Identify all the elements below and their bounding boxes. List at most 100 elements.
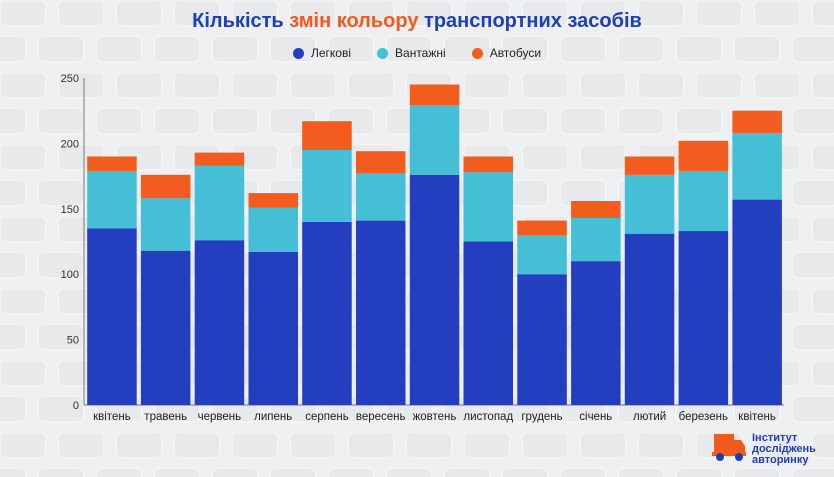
bg-seat (37, 35, 85, 63)
bg-seat (695, 71, 743, 99)
bg-seat (579, 71, 627, 99)
bg-seat (753, 71, 801, 99)
bg-seat (521, 431, 569, 459)
bar-segment-trucks (140, 198, 191, 251)
bg-seat (347, 0, 395, 27)
bg-seat (791, 107, 834, 135)
bg-seat (0, 215, 47, 243)
bg-seat (269, 35, 317, 63)
x-tick-label: лютий (633, 411, 666, 423)
bg-seat (617, 467, 665, 477)
bg-seat (405, 431, 453, 459)
bg-seat (173, 0, 221, 27)
bg-seat (289, 71, 337, 99)
bg-seat (811, 359, 834, 387)
bar-segment-trucks (624, 174, 675, 234)
bar-segment-passenger (194, 240, 245, 405)
bg-seat (791, 467, 834, 477)
bar-segment-passenger (517, 274, 567, 405)
bg-seat (733, 467, 781, 477)
bg-seat (37, 395, 85, 423)
bg-seat (153, 35, 201, 63)
bg-seat (153, 107, 201, 135)
bg-seat (95, 467, 143, 477)
x-tick-label: серпень (305, 411, 349, 423)
logo-line-3: авторинку (752, 454, 809, 466)
legend-label-passenger: Легкові (310, 46, 352, 60)
bar-segment-trucks (302, 149, 352, 222)
bg-seat (579, 0, 627, 27)
bg-seat (811, 215, 834, 243)
bg-seat (289, 431, 337, 459)
x-tick-label: березень (679, 411, 728, 423)
bar-segment-buses (356, 151, 406, 174)
legend-label-buses: Автобуси (489, 46, 542, 60)
bg-seat (405, 0, 453, 27)
bar-segment-buses (140, 174, 191, 199)
title-part-2: транспортних засобів (418, 10, 642, 32)
bar-segment-buses (194, 152, 245, 166)
bg-seat (811, 287, 834, 315)
bar-segment-trucks (356, 173, 406, 221)
bar-segment-passenger (409, 174, 460, 405)
bar-segment-buses (624, 156, 675, 175)
chart-title: Кількість змін кольору транспортних засо… (0, 10, 834, 33)
y-tick-label: 250 (61, 73, 79, 85)
bar-segment-buses (87, 156, 137, 171)
bar-segment-trucks (571, 218, 621, 262)
bg-seat (0, 0, 47, 27)
bg-seat (675, 107, 723, 135)
bg-seat (443, 467, 491, 477)
x-tick-label: вересень (356, 411, 406, 423)
bg-seat (695, 0, 743, 27)
y-tick-label: 50 (67, 335, 79, 347)
bg-seat (579, 431, 627, 459)
bg-seat (559, 35, 607, 63)
bg-seat (57, 431, 105, 459)
bg-seat (637, 431, 685, 459)
bg-seat (463, 0, 511, 27)
bg-seat (811, 143, 834, 171)
logo-line-1: Інститут (752, 432, 798, 444)
bg-seat (791, 395, 834, 423)
bar-segment-passenger (302, 221, 352, 405)
bg-seat (463, 71, 511, 99)
x-tick-label: квітень (93, 411, 131, 423)
legend-dot-trucks (377, 47, 389, 59)
bg-seat (559, 107, 607, 135)
bg-seat (95, 35, 143, 63)
logo-line-2: досліджень (752, 443, 816, 455)
bar-segment-trucks (248, 207, 298, 252)
bg-seat (289, 0, 337, 27)
x-tick-label: травень (144, 411, 187, 423)
x-tick-label: липень (254, 411, 292, 423)
bg-seat (791, 251, 834, 279)
legend-item-passenger: Легкові (292, 46, 352, 60)
bg-seat (617, 35, 665, 63)
bar-segment-buses (517, 220, 567, 235)
bg-seat (173, 431, 221, 459)
bg-seat (115, 71, 163, 99)
bars (87, 84, 782, 405)
title-part-1: Кількість (192, 10, 290, 32)
bg-seat (0, 143, 47, 171)
bar-segment-passenger (140, 250, 191, 405)
y-tick-label: 100 (61, 269, 79, 281)
bg-seat (327, 467, 375, 477)
bg-seat (173, 71, 221, 99)
bg-seat (753, 0, 801, 27)
x-tick-label: червень (198, 411, 242, 423)
x-tick-label: жовтень (413, 411, 457, 423)
bg-seat (463, 431, 511, 459)
bg-seat (347, 71, 395, 99)
bg-seat (231, 0, 279, 27)
bar-segment-passenger (463, 241, 513, 405)
x-tick-label: грудень (521, 411, 562, 423)
legend-dot-passenger (292, 47, 304, 59)
bg-seat (115, 0, 163, 27)
truck-logo-icon (712, 434, 746, 461)
institute-logo: Інститут досліджень авторинку (706, 428, 830, 468)
bg-seat (0, 359, 47, 387)
bg-seat (791, 35, 834, 63)
bg-seat (0, 287, 47, 315)
